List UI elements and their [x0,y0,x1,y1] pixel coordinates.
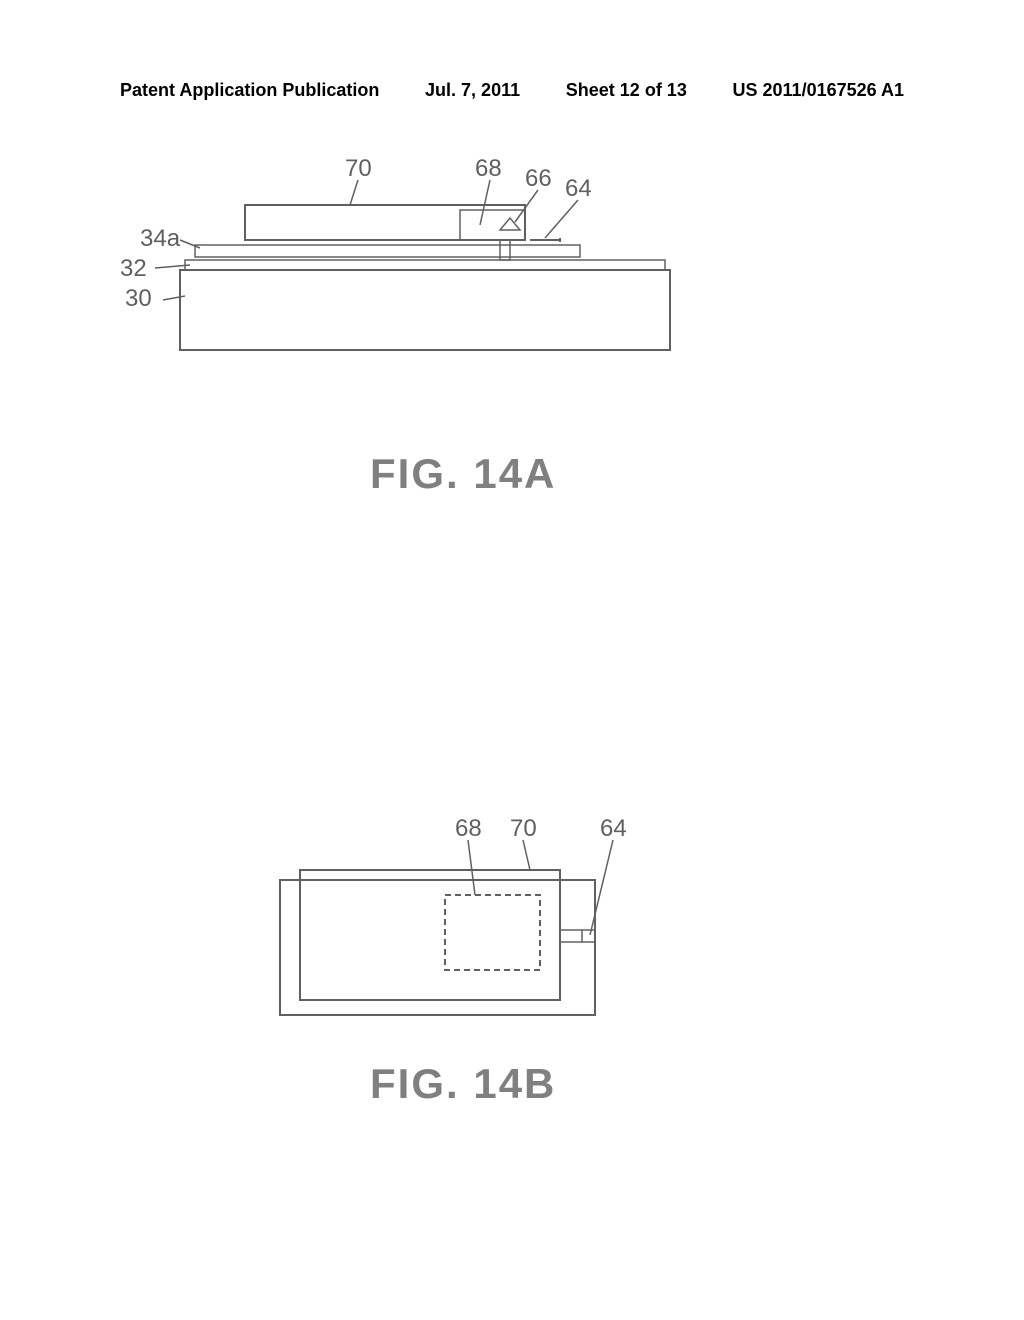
fig14b-tab-64 [560,930,595,942]
fig-14b-label: FIG. 14B [370,1060,556,1108]
ref-64-b: 64 [600,815,627,843]
fig14b-outer [280,880,595,1015]
ref-70-b: 70 [510,815,537,843]
fig14b-inner-70 [300,870,560,1000]
leader-64-b [590,840,613,935]
fig14b-dashed-68 [445,895,540,970]
ref-68-b: 68 [455,815,482,843]
leader-70-b [523,840,530,870]
leader-68-b [468,840,475,895]
fig-14b-drawing [0,0,1024,1100]
